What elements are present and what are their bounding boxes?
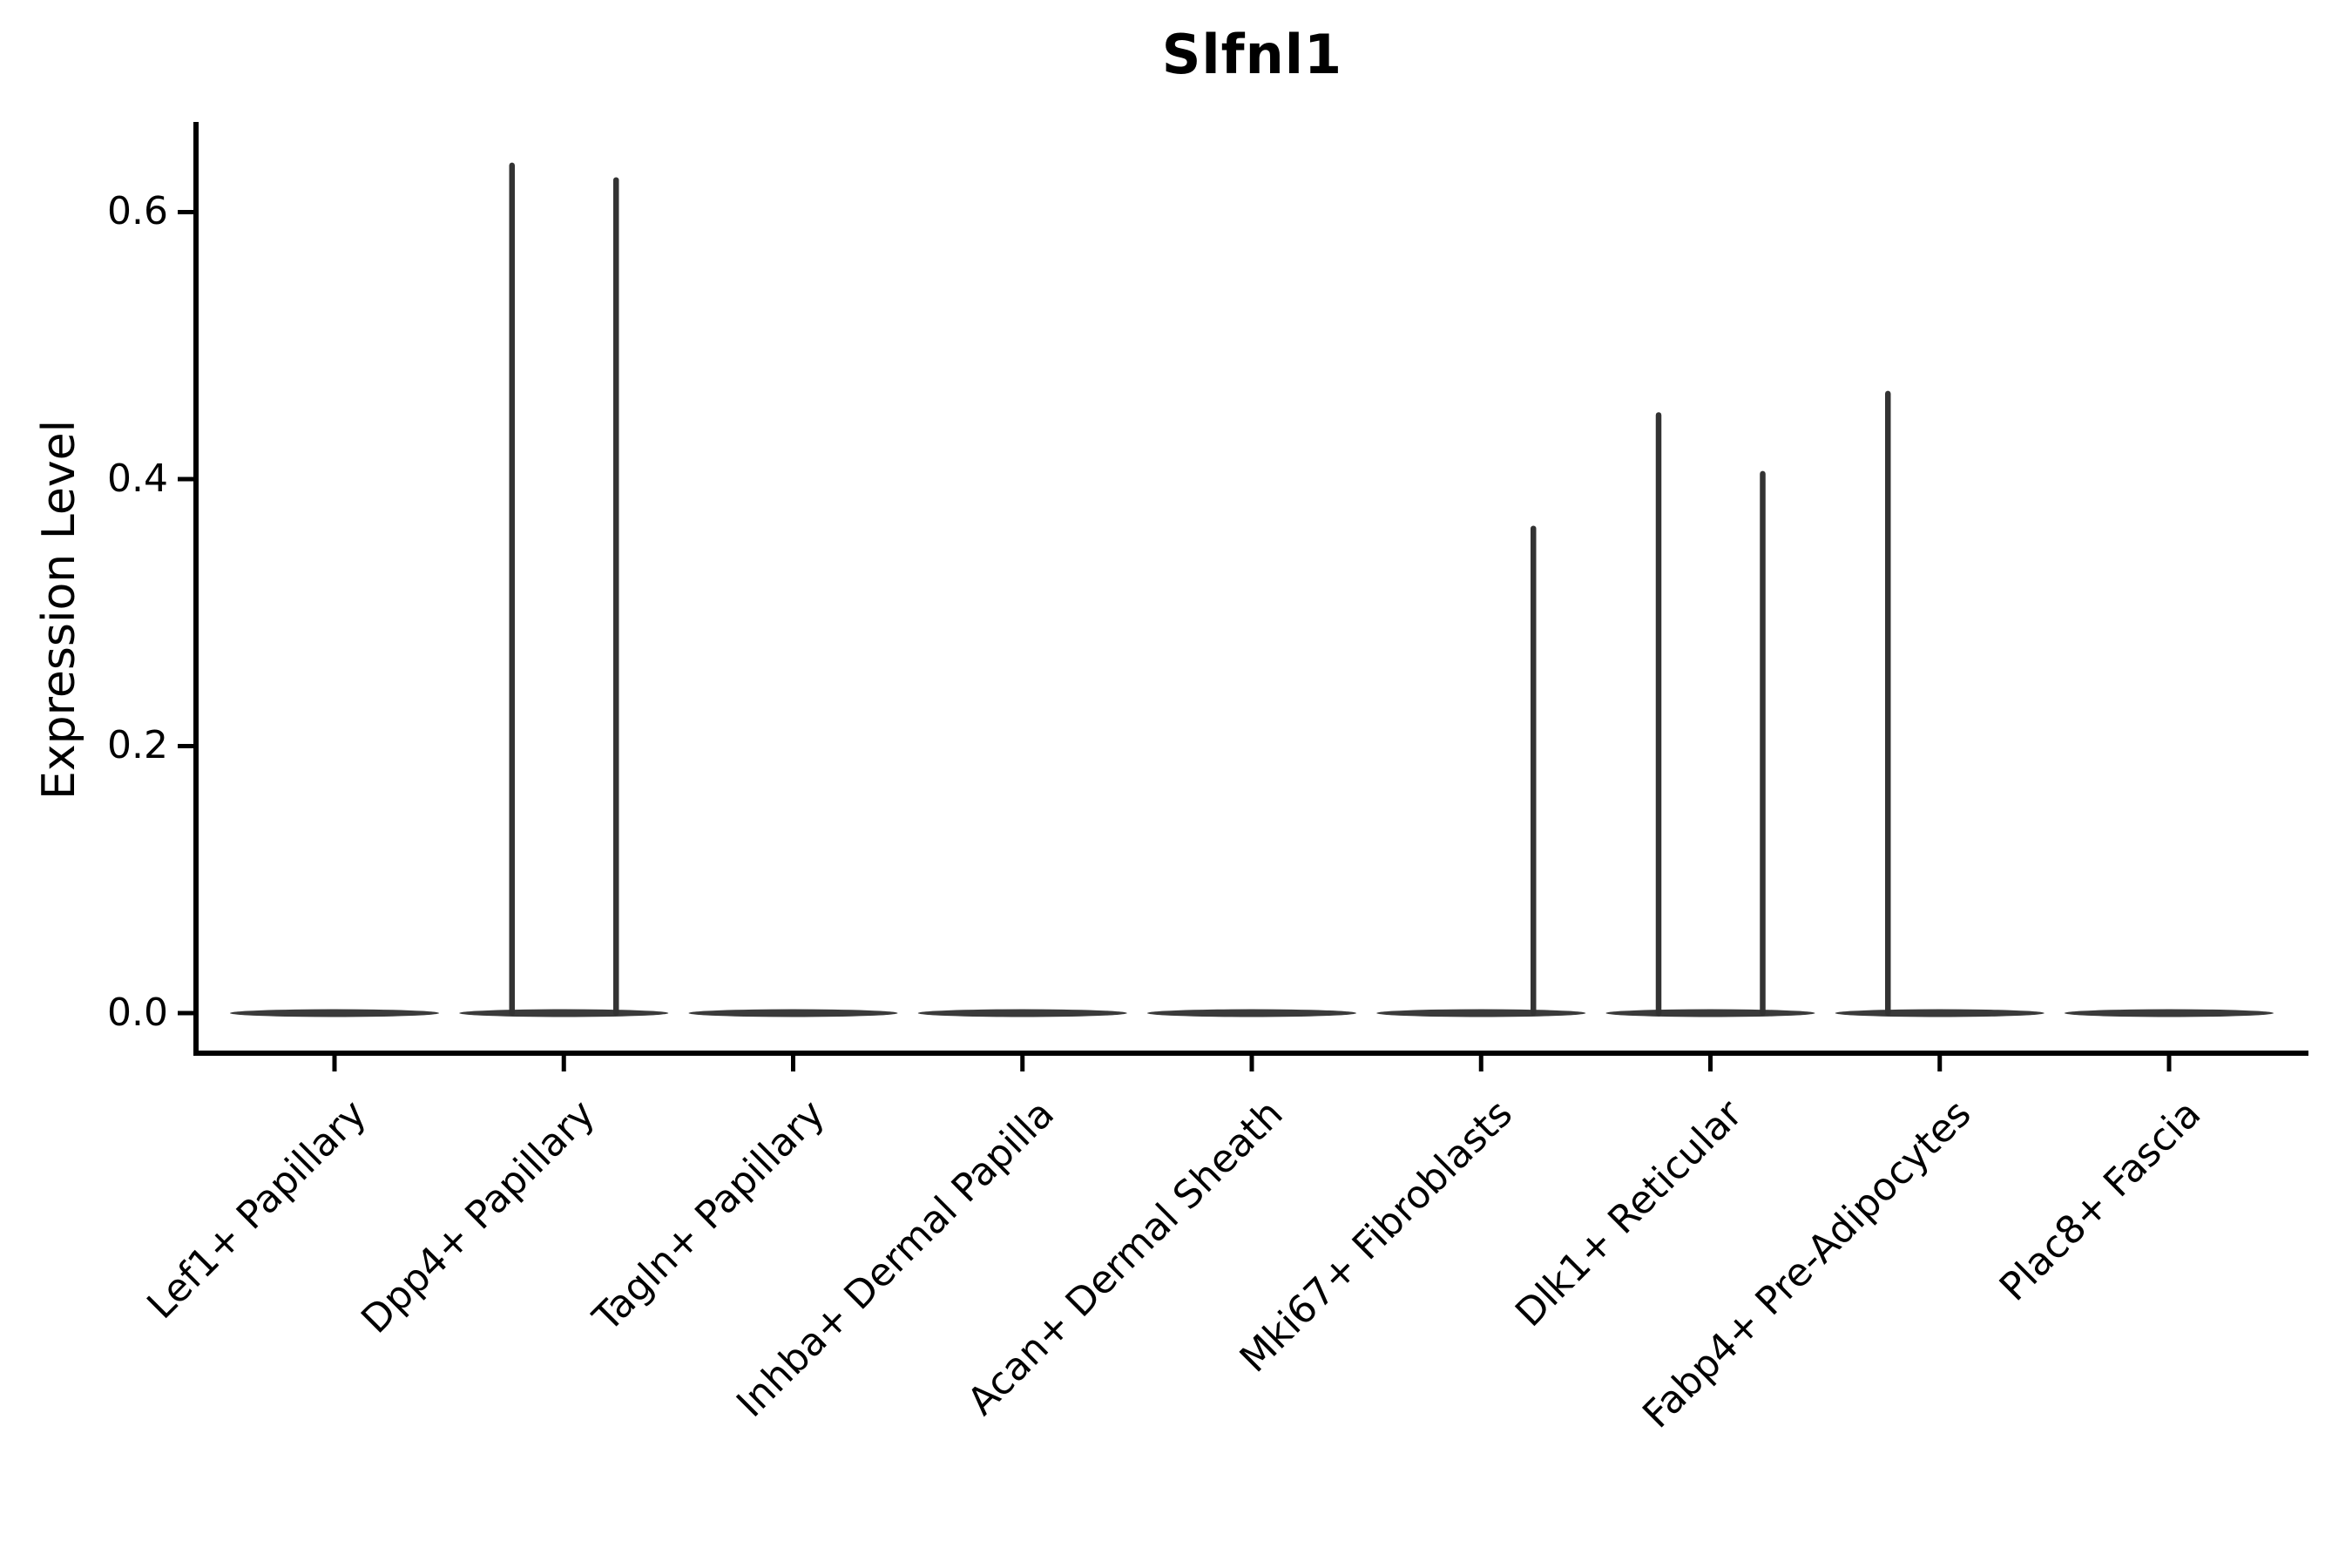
violin-body <box>1835 1009 2044 1017</box>
y-tick-label: 0.2 <box>107 723 168 767</box>
violin-body <box>230 1009 439 1017</box>
violin-body <box>1605 1009 1815 1017</box>
y-tick-label: 0.0 <box>107 990 168 1035</box>
y-tick-label: 0.4 <box>107 456 168 501</box>
violin-body <box>459 1009 669 1017</box>
y-tick-label: 0.6 <box>107 189 168 233</box>
violin-body <box>688 1009 898 1017</box>
violin-body <box>2065 1009 2274 1017</box>
violin-body <box>1147 1009 1356 1017</box>
chart-title: Slfnl1 <box>1161 23 1343 86</box>
violin-body <box>917 1009 1127 1017</box>
violin-body <box>1376 1009 1586 1017</box>
